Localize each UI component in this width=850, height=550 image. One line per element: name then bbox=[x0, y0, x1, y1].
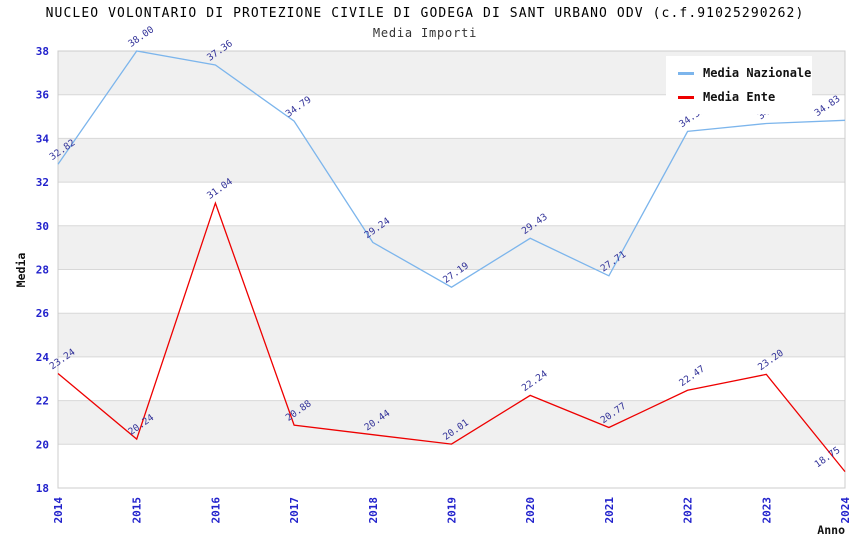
grid-band bbox=[58, 400, 845, 445]
y-tick-label: 18 bbox=[36, 482, 49, 495]
y-tick-label: 24 bbox=[36, 351, 50, 364]
y-tick-label: 36 bbox=[36, 89, 50, 102]
y-tick-label: 32 bbox=[36, 176, 49, 189]
legend: Media Nazionale Media Ente bbox=[666, 56, 812, 114]
x-tick-label: 2017 bbox=[288, 497, 301, 524]
grid-bands bbox=[58, 51, 845, 445]
x-axis-tick-labels: 2014 2015 2016 2017 2018 2019 2020 2021 2022 2023… bbox=[52, 497, 850, 524]
legend-item-media-nazionale[interactable]: Media Nazionale bbox=[678, 61, 812, 85]
legend-line-swatch-icon bbox=[678, 95, 694, 99]
data-label: 34.83 bbox=[813, 94, 843, 119]
x-tick-label: 2021 bbox=[603, 497, 616, 524]
x-tick-label: 2018 bbox=[367, 497, 380, 524]
chart-title: NUCLEO VOLONTARIO DI PROTEZIONE CIVILE D… bbox=[45, 6, 805, 21]
x-tick-label: 2022 bbox=[682, 497, 695, 524]
x-tick-label: 2015 bbox=[131, 497, 144, 524]
y-tick-label: 34 bbox=[36, 132, 50, 145]
x-tick-label: 2023 bbox=[760, 497, 773, 524]
y-tick-label: 26 bbox=[36, 307, 50, 320]
legend-label: Media Ente bbox=[703, 90, 776, 104]
grid-band bbox=[58, 313, 845, 357]
x-tick-label: 2024 bbox=[839, 497, 850, 524]
plot-border bbox=[57, 50, 846, 489]
chart-subtitle: Media Importi bbox=[372, 26, 478, 40]
series-lines bbox=[57, 50, 846, 473]
data-label: 34.79 bbox=[284, 94, 314, 120]
y-tick-label: 38 bbox=[36, 45, 49, 58]
legend-line-swatch-icon bbox=[678, 71, 694, 75]
grid-band bbox=[58, 225, 845, 270]
data-label: 18.75 bbox=[813, 445, 843, 470]
y-tick-label: 20 bbox=[36, 438, 49, 451]
x-tick-label: 2020 bbox=[524, 497, 537, 524]
legend-item-media-ente[interactable]: Media Ente bbox=[678, 85, 812, 109]
x-tick-label: 2016 bbox=[209, 497, 222, 524]
data-label: 22.47 bbox=[677, 364, 707, 389]
x-tick-label: 2014 bbox=[52, 497, 65, 524]
y-axis-tick-labels: 18 20 22 24 26 28 30 32 34 36 38 bbox=[36, 45, 50, 495]
x-tick-label: 2019 bbox=[446, 497, 459, 524]
legend-label: Media Nazionale bbox=[703, 66, 812, 80]
x-axis-title: Anno bbox=[817, 523, 845, 537]
y-tick-label: 28 bbox=[36, 264, 49, 277]
y-tick-label: 22 bbox=[36, 395, 49, 408]
y-tick-label: 30 bbox=[36, 220, 49, 233]
series-line-media-ente bbox=[57, 201, 846, 473]
grid-band bbox=[58, 138, 845, 183]
data-label: 22.24 bbox=[520, 368, 550, 394]
data-label: 38.00 bbox=[126, 24, 156, 50]
series-line-media-nazionale bbox=[57, 50, 846, 288]
y-axis-title: Media bbox=[14, 253, 28, 288]
